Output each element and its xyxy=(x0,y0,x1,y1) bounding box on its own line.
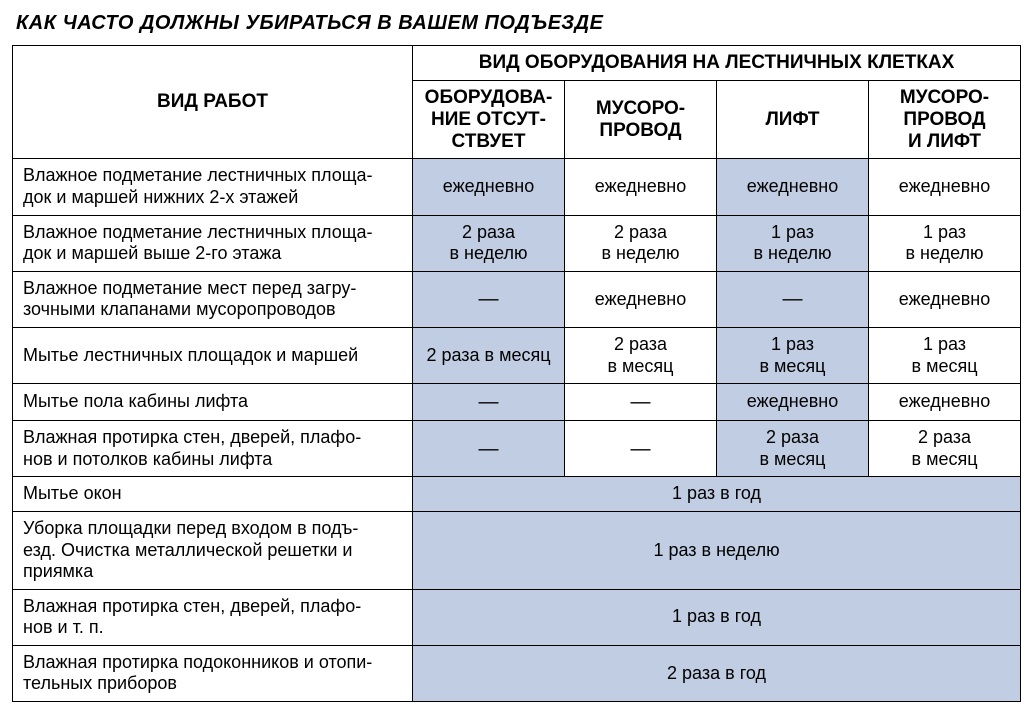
page-title: КАК ЧАСТО ДОЛЖНЫ УБИРАТЬСЯ В ВАШЕМ ПОДЪЕ… xyxy=(16,12,1023,35)
cell: 1 разв неделю xyxy=(869,215,1021,271)
row-label: Влажное подметание лестничных площа-док … xyxy=(13,215,413,271)
cell: ежедневно xyxy=(869,159,1021,215)
cell: 1 разв месяц xyxy=(869,327,1021,383)
cell: ежедневно xyxy=(565,159,717,215)
row-label: Влажная протирка стен, дверей, плафо-нов… xyxy=(13,589,413,645)
cell: — xyxy=(413,421,565,477)
cell: 2 разав неделю xyxy=(565,215,717,271)
table-row: Уборка площадки перед входом в подъ-езд.… xyxy=(13,511,1021,589)
row-label: Мытье лестничных площадок и маршей xyxy=(13,327,413,383)
cell-span: 1 раз в год xyxy=(413,589,1021,645)
cleaning-schedule-table: ВИД РАБОТ ВИД ОБОРУДОВАНИЯ НА ЛЕСТНИЧНЫХ… xyxy=(12,45,1021,702)
table-row: Влажное подметание лестничных площа-док … xyxy=(13,159,1021,215)
cell-span: 1 раз в год xyxy=(413,477,1021,512)
row-label: Влажная протирка подоконников и отопи-те… xyxy=(13,645,413,701)
cell: ежедневно xyxy=(869,384,1021,421)
cell: — xyxy=(565,421,717,477)
cell: 2 разав месяц xyxy=(717,421,869,477)
cell: 1 разв неделю xyxy=(717,215,869,271)
table-row: Влажная протирка стен, дверей, плафо-нов… xyxy=(13,589,1021,645)
row-label: Влажное подметание мест перед загру-зочн… xyxy=(13,271,413,327)
cell-span: 2 раза в год xyxy=(413,645,1021,701)
cell: — xyxy=(413,384,565,421)
table-row: Влажное подметание мест перед загру-зочн… xyxy=(13,271,1021,327)
row-label: Мытье окон xyxy=(13,477,413,512)
cell: ежедневно xyxy=(413,159,565,215)
row-label: Влажное подметание лестничных площа-док … xyxy=(13,159,413,215)
header-col-both: МУСОРО-ПРОВОДИ ЛИФТ xyxy=(869,80,1021,159)
cell: — xyxy=(565,384,717,421)
header-works: ВИД РАБОТ xyxy=(13,46,413,159)
table-row: Мытье лестничных площадок и маршей 2 раз… xyxy=(13,327,1021,383)
table-row: Мытье пола кабины лифта — — ежедневно еж… xyxy=(13,384,1021,421)
cell: ежедневно xyxy=(869,271,1021,327)
table-row: Влажная протирка подоконников и отопи-те… xyxy=(13,645,1021,701)
header-col-none: ОБОРУДОВА-НИЕ ОТСУТ-СТВУЕТ xyxy=(413,80,565,159)
cell: ежедневно xyxy=(717,384,869,421)
cell: ежедневно xyxy=(717,159,869,215)
cell-span: 1 раз в неделю xyxy=(413,511,1021,589)
row-label: Уборка площадки перед входом в подъ-езд.… xyxy=(13,511,413,589)
header-col-chute: МУСОРО-ПРОВОД xyxy=(565,80,717,159)
table-row: Влажное подметание лестничных площа-док … xyxy=(13,215,1021,271)
cell: ежедневно xyxy=(565,271,717,327)
cell: 2 разав месяц xyxy=(565,327,717,383)
cell: — xyxy=(413,271,565,327)
table-row: Мытье окон 1 раз в год xyxy=(13,477,1021,512)
cell: 2 разав неделю xyxy=(413,215,565,271)
cell: 2 разав месяц xyxy=(869,421,1021,477)
cell: — xyxy=(717,271,869,327)
cell: 2 раза в месяц xyxy=(413,327,565,383)
table-body: Влажное подметание лестничных площа-док … xyxy=(13,159,1021,702)
row-label: Мытье пола кабины лифта xyxy=(13,384,413,421)
cell: 1 разв месяц xyxy=(717,327,869,383)
row-label: Влажная протирка стен, дверей, плафо-нов… xyxy=(13,421,413,477)
header-equipment-group: ВИД ОБОРУДОВАНИЯ НА ЛЕСТНИЧНЫХ КЛЕТКАХ xyxy=(413,46,1021,81)
header-col-lift: ЛИФТ xyxy=(717,80,869,159)
table-row: Влажная протирка стен, дверей, плафо-нов… xyxy=(13,421,1021,477)
